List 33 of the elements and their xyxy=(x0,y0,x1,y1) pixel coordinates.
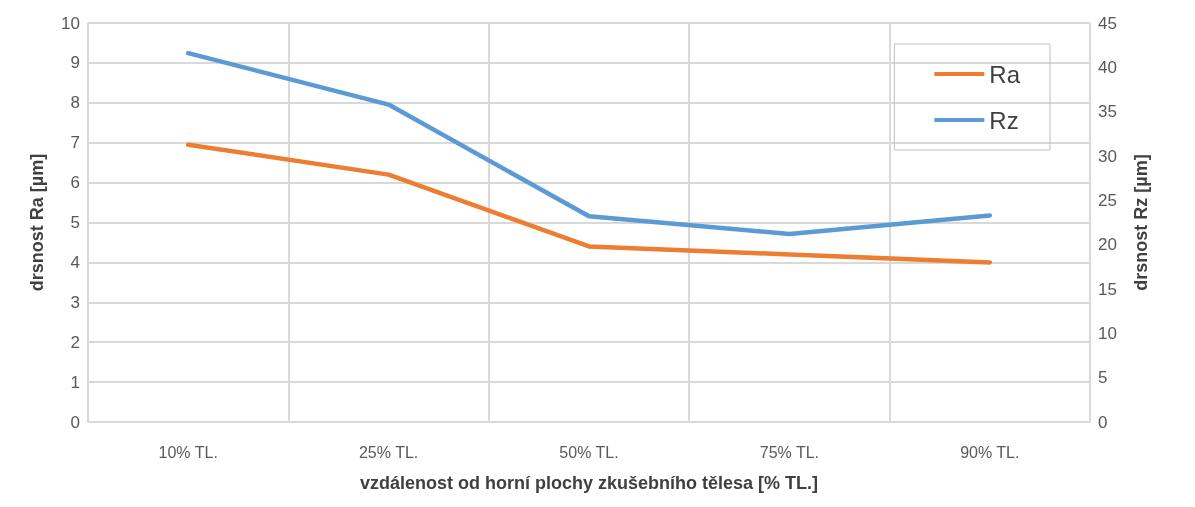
y2-tick-label: 0 xyxy=(1098,412,1108,432)
y-tick-label: 5 xyxy=(70,213,80,232)
x-tick-label: 10% TL. xyxy=(158,443,218,461)
y-tick-label: 0 xyxy=(70,412,80,432)
y2-tick-label: 25 xyxy=(1098,190,1117,210)
y2-tick-label: 15 xyxy=(1098,279,1117,299)
y-tick-label: 9 xyxy=(70,53,80,73)
legend-label: Rz xyxy=(989,106,1019,134)
y2-tick-label: 30 xyxy=(1098,146,1117,166)
y-tick-label: 7 xyxy=(70,133,80,153)
y-tick-label: 2 xyxy=(70,332,80,352)
x-axis-title: vzdálenost od horní plochy zkušebního tělesa [% TL.] xyxy=(359,473,819,493)
y2-tick-label: 45 xyxy=(1098,13,1117,33)
y2-tick-label: 20 xyxy=(1098,235,1117,255)
y-axis-title: drsnost Ra [µm] xyxy=(27,153,47,292)
y-tick-label: 10 xyxy=(61,13,80,33)
y-tick-label: 8 xyxy=(70,93,80,113)
y2-tick-label: 35 xyxy=(1098,102,1117,122)
x-tick-label: 90% TL. xyxy=(960,443,1020,461)
y-tick-label: 1 xyxy=(70,372,80,392)
y2-axis-title: drsnost Rz [µm] xyxy=(1131,154,1151,291)
y-tick-label: 4 xyxy=(70,252,80,272)
y-tick-label: 3 xyxy=(70,292,80,312)
line-series xyxy=(185,142,993,265)
x-tick-label: 75% TL. xyxy=(759,443,820,461)
y-tick-label: 6 xyxy=(70,173,80,193)
y2-tick-label: 5 xyxy=(1098,368,1108,388)
line-series xyxy=(185,50,993,237)
y2-tick-label: 40 xyxy=(1098,57,1117,77)
x-tick-label: 50% TL. xyxy=(559,443,619,461)
x-tick-label: 25% TL. xyxy=(358,443,419,461)
y2-tick-label: 10 xyxy=(1098,323,1117,343)
legend-label: Ra xyxy=(989,60,1021,88)
